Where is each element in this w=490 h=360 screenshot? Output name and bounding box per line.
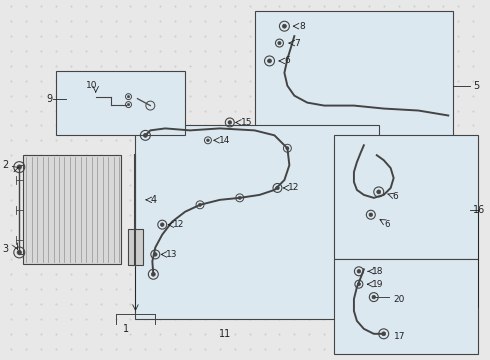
Text: 19: 19	[372, 280, 383, 289]
FancyBboxPatch shape	[255, 11, 453, 145]
Circle shape	[282, 24, 286, 28]
Text: 3: 3	[2, 244, 8, 255]
Text: 7: 7	[294, 39, 300, 48]
Text: 13: 13	[166, 250, 178, 259]
Text: 5: 5	[473, 81, 479, 91]
Text: 20: 20	[393, 294, 405, 303]
Circle shape	[357, 270, 361, 273]
Circle shape	[17, 165, 22, 169]
Circle shape	[286, 147, 289, 150]
FancyBboxPatch shape	[23, 155, 121, 264]
Circle shape	[357, 283, 361, 286]
Text: 6: 6	[385, 220, 390, 229]
Circle shape	[369, 213, 372, 216]
Text: 10: 10	[86, 81, 98, 90]
Circle shape	[276, 186, 279, 190]
Circle shape	[278, 41, 281, 45]
Text: 14: 14	[219, 136, 230, 145]
Circle shape	[161, 223, 164, 226]
Text: 15: 15	[241, 118, 252, 127]
Text: 6: 6	[284, 57, 290, 66]
FancyBboxPatch shape	[334, 260, 478, 354]
Circle shape	[153, 253, 157, 256]
Text: 6: 6	[392, 192, 398, 201]
Text: 16: 16	[473, 205, 485, 215]
FancyBboxPatch shape	[135, 125, 379, 319]
Text: 17: 17	[393, 332, 405, 341]
Circle shape	[238, 196, 241, 199]
Circle shape	[17, 250, 22, 255]
Circle shape	[127, 103, 130, 106]
FancyBboxPatch shape	[127, 229, 144, 265]
Circle shape	[377, 190, 381, 194]
Text: 4: 4	[150, 195, 156, 205]
Text: 8: 8	[299, 22, 305, 31]
Circle shape	[372, 295, 375, 299]
Circle shape	[151, 272, 155, 276]
Circle shape	[228, 121, 232, 124]
Circle shape	[198, 203, 201, 206]
Text: 12: 12	[173, 220, 185, 229]
Text: 9: 9	[46, 94, 52, 104]
Text: 12: 12	[289, 184, 300, 193]
Circle shape	[268, 59, 271, 63]
Text: 18: 18	[372, 267, 383, 276]
FancyBboxPatch shape	[56, 71, 185, 135]
Text: 1: 1	[122, 324, 128, 334]
Text: 2: 2	[2, 160, 9, 170]
Circle shape	[382, 332, 386, 336]
Circle shape	[144, 133, 147, 137]
Circle shape	[207, 139, 209, 142]
Circle shape	[127, 95, 130, 98]
FancyBboxPatch shape	[334, 135, 478, 260]
Text: 11: 11	[219, 329, 231, 339]
